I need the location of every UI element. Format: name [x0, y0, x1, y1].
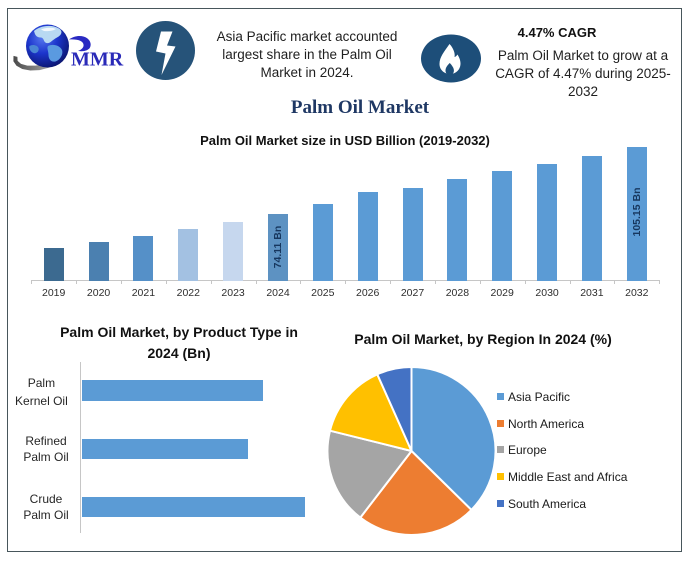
- svg-text:MMR: MMR: [71, 49, 124, 71]
